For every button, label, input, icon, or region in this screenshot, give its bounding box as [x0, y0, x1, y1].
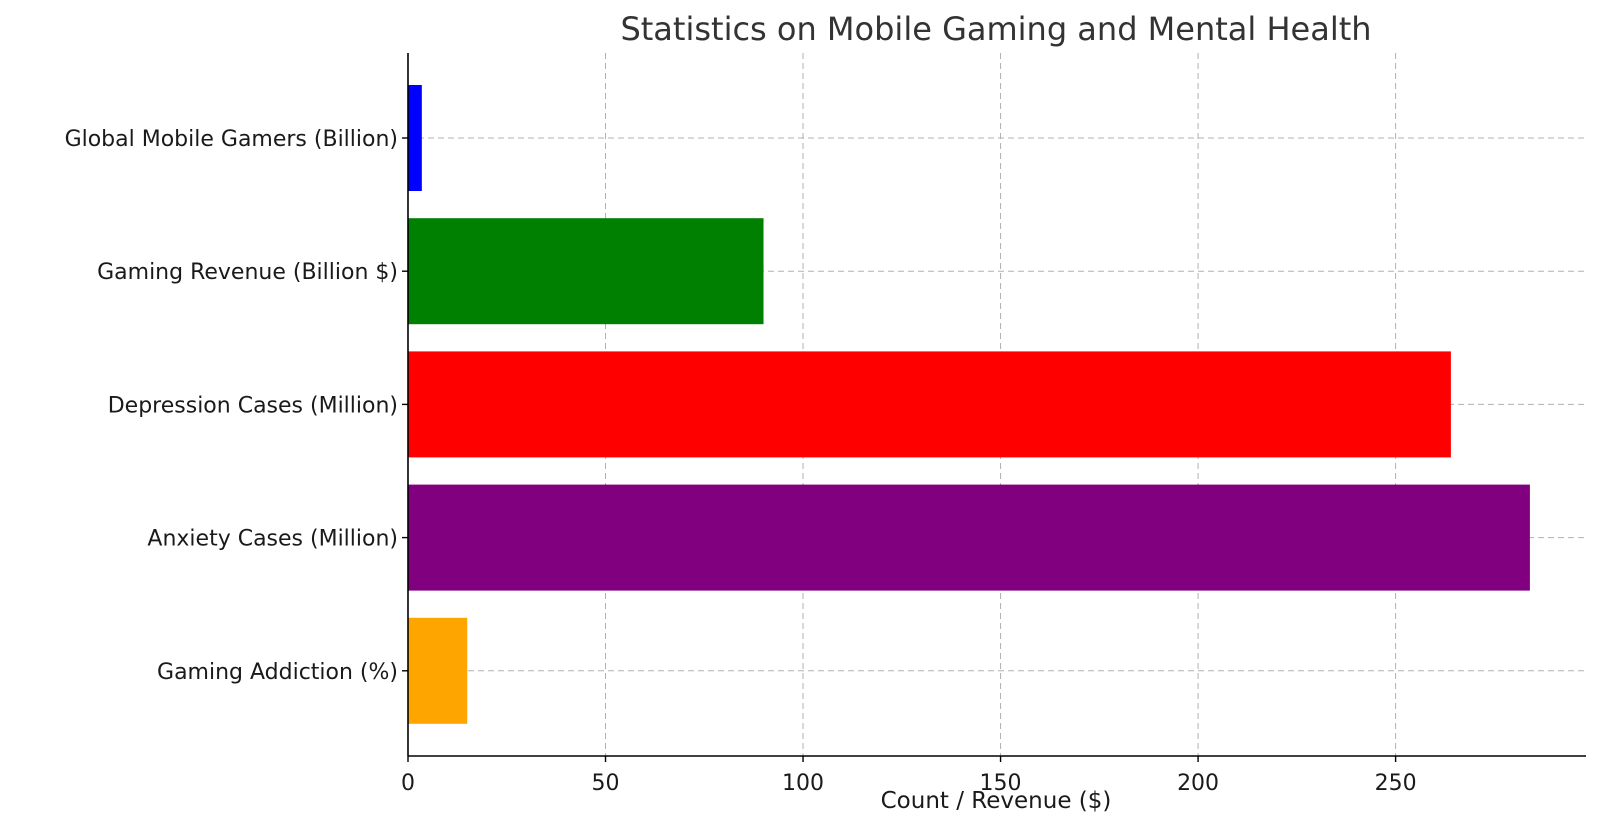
tick-labels: 0 50 100 150 200 250 Global Mobile Gamers (Bil…	[65, 127, 1417, 796]
x-axis-label: Count / Revenue ($)	[881, 788, 1112, 814]
axes	[402, 53, 1586, 762]
category-label: Depression Cases (Million)	[108, 393, 398, 418]
category-label: Gaming Addiction (%)	[157, 660, 398, 685]
bar	[408, 484, 1530, 591]
x-tick-label: 0	[401, 771, 415, 796]
bar	[408, 218, 764, 325]
chart-title: Statistics on Mobile Gaming and Mental H…	[620, 10, 1371, 48]
bar	[408, 617, 468, 724]
bar	[408, 85, 422, 191]
category-label: Global Mobile Gamers (Billion)	[65, 127, 398, 152]
x-tick-label: 200	[1177, 771, 1219, 796]
bars	[408, 85, 1530, 724]
x-tick-label: 100	[782, 771, 824, 796]
x-tick-label: 50	[592, 771, 620, 796]
bar	[408, 351, 1451, 458]
category-label: Gaming Revenue (Billion $)	[97, 260, 398, 285]
x-tick-label: 150	[980, 771, 1022, 796]
category-label: Anxiety Cases (Million)	[147, 527, 398, 552]
x-tick-label: 250	[1375, 771, 1417, 796]
